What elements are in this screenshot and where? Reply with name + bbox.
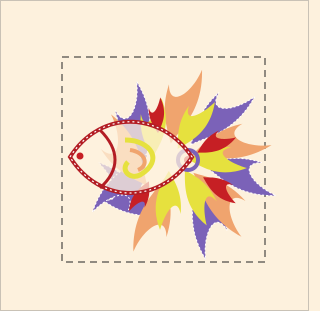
body: (() => { const data = JSON.parse(documen… — [0, 0, 309, 311]
fish-eye — [77, 153, 84, 160]
embroidery-preview — [0, 0, 309, 311]
page: {} html, body { margin: 0; padding: 0; w… — [0, 0, 309, 311]
